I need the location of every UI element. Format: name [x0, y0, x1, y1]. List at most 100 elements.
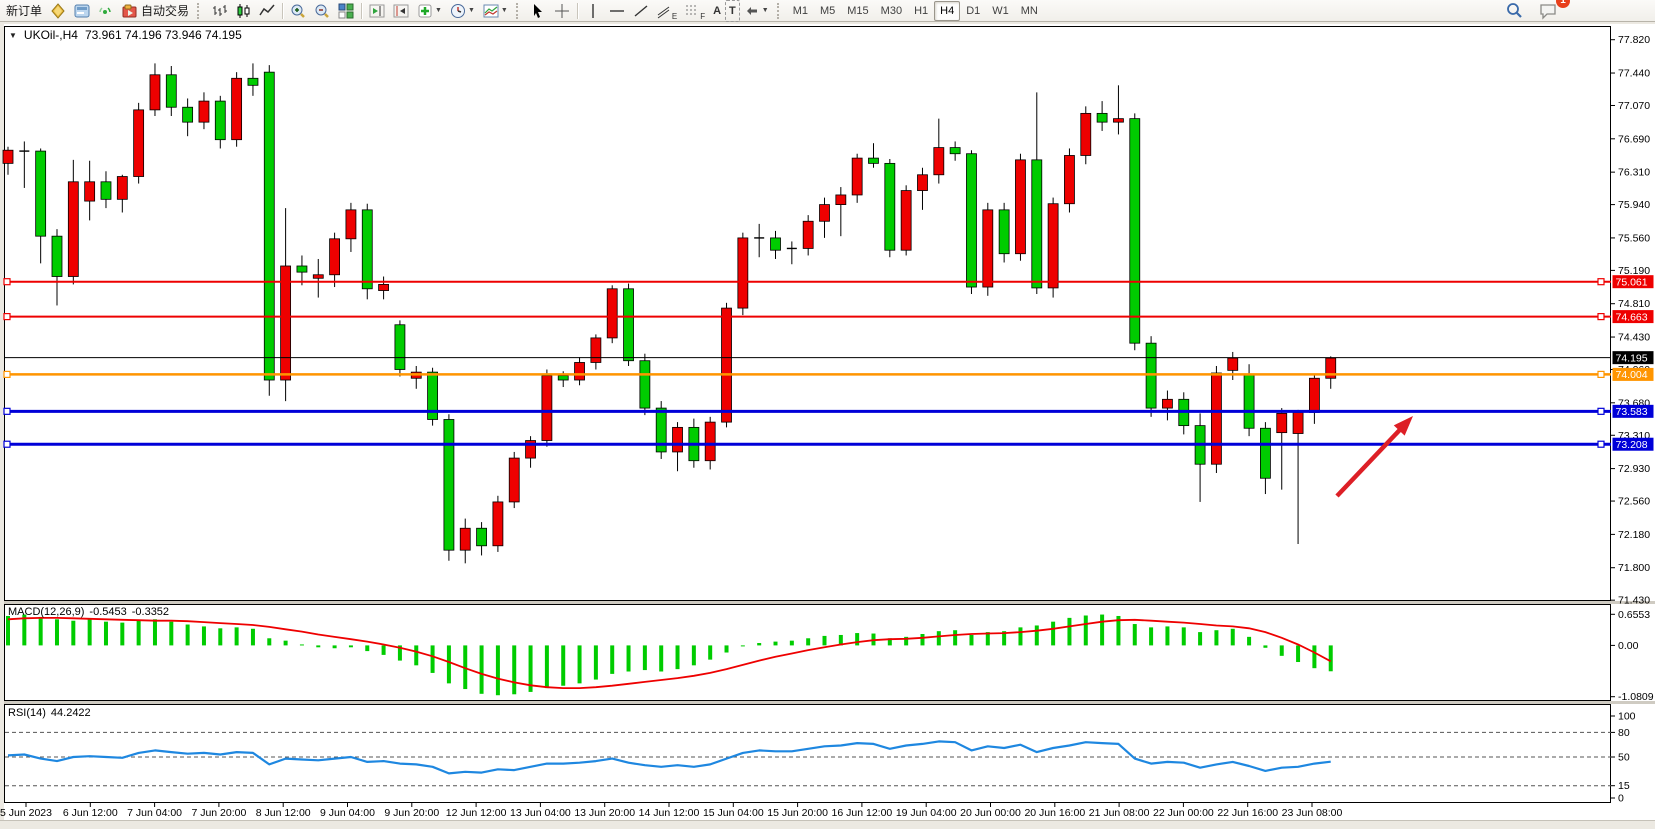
- candlestick-mode-icon[interactable]: [231, 0, 255, 22]
- candle[interactable]: [378, 284, 389, 291]
- line-handle[interactable]: [3, 407, 11, 415]
- candle[interactable]: [998, 209, 1010, 255]
- candle[interactable]: [345, 209, 357, 240]
- candle[interactable]: [427, 371, 438, 420]
- line-handle[interactable]: [1597, 440, 1605, 448]
- candle[interactable]: [623, 288, 634, 362]
- candle[interactable]: [67, 181, 79, 277]
- candle[interactable]: [263, 71, 275, 381]
- timeframe-button-M1[interactable]: M1: [792, 4, 808, 17]
- candle[interactable]: [1113, 118, 1124, 123]
- candle[interactable]: [541, 375, 553, 441]
- line-handle[interactable]: [1597, 407, 1605, 415]
- candle[interactable]: [672, 426, 683, 453]
- candle[interactable]: [819, 204, 830, 222]
- candle[interactable]: [214, 100, 226, 141]
- candle[interactable]: [982, 209, 994, 288]
- candle[interactable]: [868, 157, 879, 164]
- chart-autoscroll-icon[interactable]: [389, 0, 413, 22]
- candle[interactable]: [851, 157, 863, 196]
- horizontal-line-tool-icon[interactable]: [605, 0, 629, 22]
- channel-tool-icon[interactable]: E: [653, 0, 681, 22]
- text-label-tool-button[interactable]: T: [725, 0, 740, 22]
- candle[interactable]: [737, 237, 749, 309]
- candle[interactable]: [1047, 203, 1059, 289]
- candle[interactable]: [296, 265, 308, 273]
- timeframe-button-MN[interactable]: MN: [1020, 4, 1038, 17]
- autotrading-button[interactable]: 自动交易: [118, 0, 193, 22]
- timeframe-button-D1[interactable]: D1: [966, 4, 981, 17]
- candle[interactable]: [280, 265, 292, 381]
- candle[interactable]: [917, 174, 928, 191]
- candle[interactable]: [361, 209, 373, 290]
- candle[interactable]: [557, 375, 569, 381]
- line-handle[interactable]: [3, 440, 11, 448]
- candle[interactable]: [900, 190, 912, 251]
- add-indicator-button[interactable]: ▼: [413, 0, 446, 22]
- candle[interactable]: [525, 440, 536, 459]
- candle[interactable]: [247, 77, 259, 86]
- candle[interactable]: [1227, 357, 1239, 371]
- candle[interactable]: [133, 109, 145, 177]
- timeframe-button-M30[interactable]: M30: [880, 4, 903, 17]
- tile-windows-icon[interactable]: [334, 0, 358, 22]
- candle[interactable]: [1064, 155, 1075, 205]
- line-handle[interactable]: [3, 278, 11, 286]
- candle[interactable]: [1309, 377, 1320, 413]
- chart-shift-icon[interactable]: [365, 0, 389, 22]
- crosshair-tool-icon[interactable]: [550, 0, 574, 22]
- timeframe-button-H1[interactable]: H1: [914, 4, 929, 17]
- candle[interactable]: [1162, 398, 1173, 409]
- line-handle[interactable]: [3, 313, 11, 321]
- pane-splitter[interactable]: [4, 601, 1655, 604]
- chart-dropdown-icon[interactable]: ▼: [9, 30, 17, 40]
- candle[interactable]: [1292, 412, 1304, 434]
- line-chart-mode-icon[interactable]: [255, 0, 279, 22]
- candle[interactable]: [443, 419, 455, 551]
- candle[interactable]: [1243, 374, 1255, 429]
- notifications-chat-button[interactable]: 1: [1535, 0, 1570, 22]
- text-tool-button[interactable]: A: [713, 4, 722, 17]
- candle-doji[interactable]: [786, 247, 797, 250]
- timeframe-button-M5[interactable]: M5: [819, 4, 836, 17]
- candle[interactable]: [198, 100, 210, 123]
- candle[interactable]: [492, 501, 504, 547]
- templates-button[interactable]: ▼: [479, 0, 512, 22]
- cursor-tool-icon[interactable]: [526, 0, 550, 22]
- candle[interactable]: [933, 147, 945, 176]
- candle[interactable]: [2, 149, 14, 164]
- terminal-window-icon[interactable]: [70, 0, 94, 22]
- candle[interactable]: [459, 527, 471, 551]
- candle[interactable]: [84, 181, 96, 202]
- candle[interactable]: [182, 106, 194, 123]
- line-handle[interactable]: [1597, 370, 1605, 379]
- new-order-button[interactable]: 新订单: [2, 1, 46, 21]
- timeframe-button-M15[interactable]: M15: [847, 4, 869, 17]
- line-handle[interactable]: [3, 370, 11, 379]
- candle[interactable]: [100, 181, 112, 200]
- candle[interactable]: [1096, 112, 1108, 123]
- candle[interactable]: [329, 238, 341, 276]
- candle[interactable]: [884, 162, 896, 251]
- candle[interactable]: [116, 176, 128, 200]
- candle[interactable]: [1211, 372, 1222, 465]
- candle[interactable]: [51, 235, 63, 277]
- bar-chart-mode-icon[interactable]: [207, 0, 231, 22]
- candle[interactable]: [35, 150, 47, 237]
- candle[interactable]: [721, 307, 732, 423]
- fibonacci-tool-icon[interactable]: F: [681, 0, 709, 22]
- candle[interactable]: [574, 362, 585, 381]
- candle[interactable]: [835, 194, 847, 205]
- candle[interactable]: [1260, 427, 1271, 479]
- line-handle[interactable]: [1597, 278, 1605, 286]
- candle[interactable]: [1276, 412, 1288, 434]
- candle[interactable]: [590, 337, 602, 363]
- candle-doji[interactable]: [754, 237, 765, 239]
- candle[interactable]: [149, 74, 161, 111]
- periods-clock-button[interactable]: ▼: [446, 0, 479, 22]
- candle[interactable]: [802, 220, 814, 249]
- candle[interactable]: [1129, 118, 1141, 344]
- candle[interactable]: [949, 147, 961, 155]
- candle[interactable]: [966, 153, 977, 288]
